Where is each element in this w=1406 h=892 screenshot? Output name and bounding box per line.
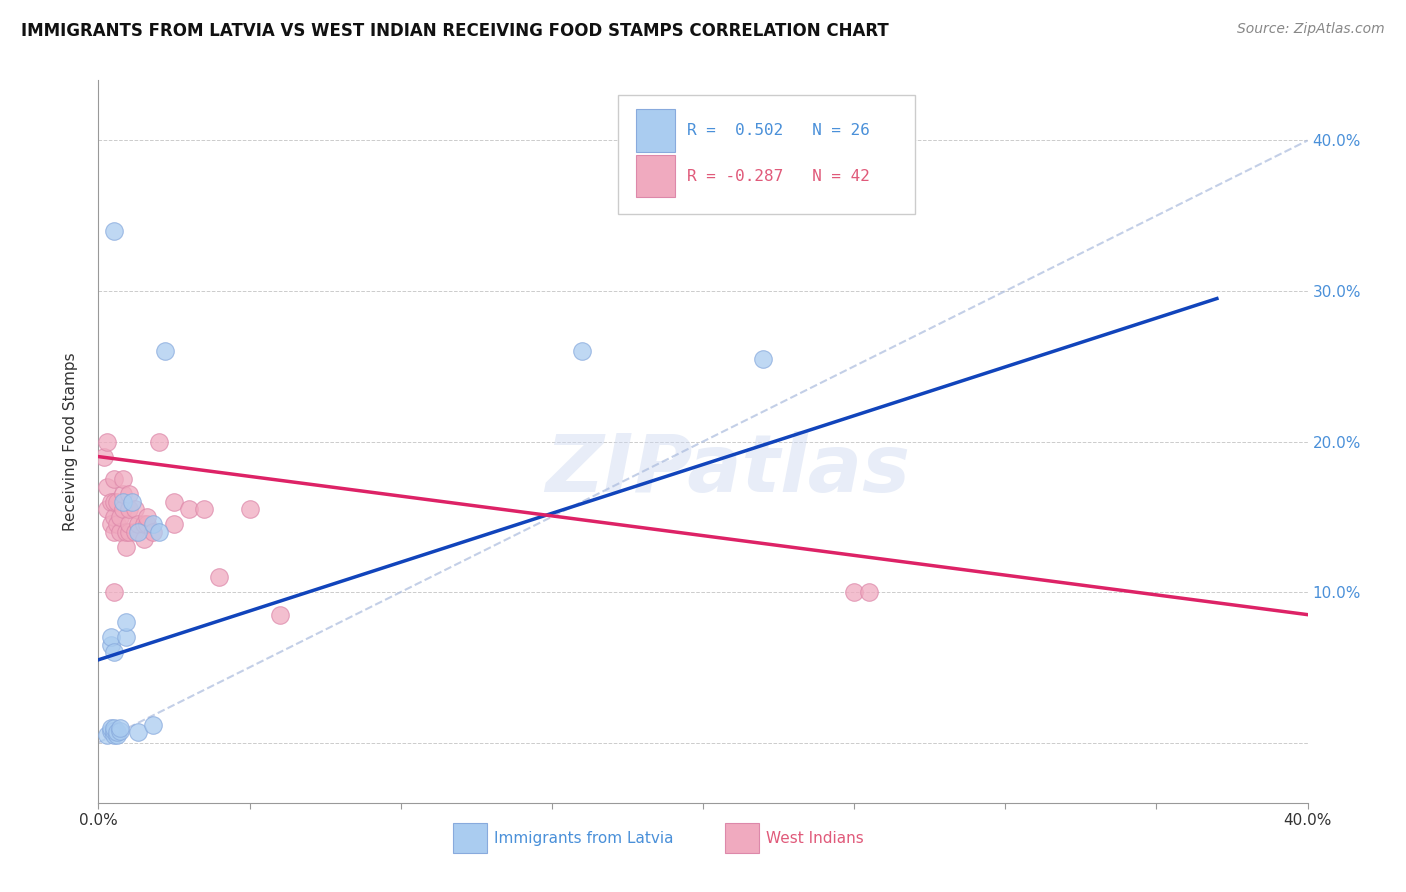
Point [111,472,134,486]
Point [105,517,128,532]
Point [858,585,880,599]
Point [111,502,134,516]
FancyBboxPatch shape [619,95,915,214]
Point [127,524,149,539]
Point [105,728,128,742]
Point [193,502,215,516]
Point [108,721,131,735]
Point [103,494,125,508]
Point [103,585,125,599]
Point [208,570,231,584]
Point [135,517,157,532]
Point [132,517,155,532]
Point [142,517,165,532]
Text: West Indians: West Indians [766,831,863,847]
Point [752,351,775,366]
Point [148,434,170,449]
Point [118,487,141,501]
Point [118,502,141,516]
Point [103,472,125,486]
Point [135,509,157,524]
Point [142,717,165,731]
Point [142,524,165,539]
Point [93,450,115,464]
Point [96,480,118,494]
Point [103,728,125,742]
Point [153,344,176,359]
Text: Source: ZipAtlas.com: Source: ZipAtlas.com [1237,22,1385,37]
Y-axis label: Receiving Food Stamps: Receiving Food Stamps [63,352,77,531]
Point [105,494,128,508]
Point [100,723,122,738]
Point [239,502,262,516]
Text: IMMIGRANTS FROM LATVIA VS WEST INDIAN RECEIVING FOOD STAMPS CORRELATION CHART: IMMIGRANTS FROM LATVIA VS WEST INDIAN RE… [21,22,889,40]
Point [103,721,125,735]
Point [103,224,125,238]
Point [844,585,866,599]
FancyBboxPatch shape [724,823,759,854]
Text: ZIPatlas: ZIPatlas [544,432,910,509]
Point [103,509,125,524]
Text: R = -0.287   N = 42: R = -0.287 N = 42 [688,169,870,184]
Point [269,607,291,622]
Point [179,502,201,516]
Point [96,502,118,516]
Point [103,723,125,738]
Point [114,630,136,644]
Point [571,344,593,359]
Point [114,615,136,630]
Point [111,487,134,501]
Point [100,721,122,735]
FancyBboxPatch shape [637,109,675,152]
Point [105,725,128,739]
FancyBboxPatch shape [637,154,675,197]
Point [114,540,136,554]
Point [163,517,186,532]
Point [100,494,122,508]
Point [96,728,118,742]
Point [96,434,118,449]
Point [100,638,122,652]
Point [127,517,149,532]
FancyBboxPatch shape [453,823,486,854]
Point [108,509,131,524]
Point [127,725,149,739]
Point [108,524,131,539]
Point [100,630,122,644]
Point [118,517,141,532]
Point [103,645,125,659]
Point [163,494,186,508]
Point [148,524,170,539]
Point [124,524,146,539]
Point [114,524,136,539]
Point [108,723,131,738]
Text: Immigrants from Latvia: Immigrants from Latvia [494,831,673,847]
Point [121,494,143,508]
Point [100,517,122,532]
Text: R =  0.502   N = 26: R = 0.502 N = 26 [688,123,870,138]
Point [118,524,141,539]
Point [124,502,146,516]
Point [132,533,155,547]
Point [103,524,125,539]
Point [111,494,134,508]
